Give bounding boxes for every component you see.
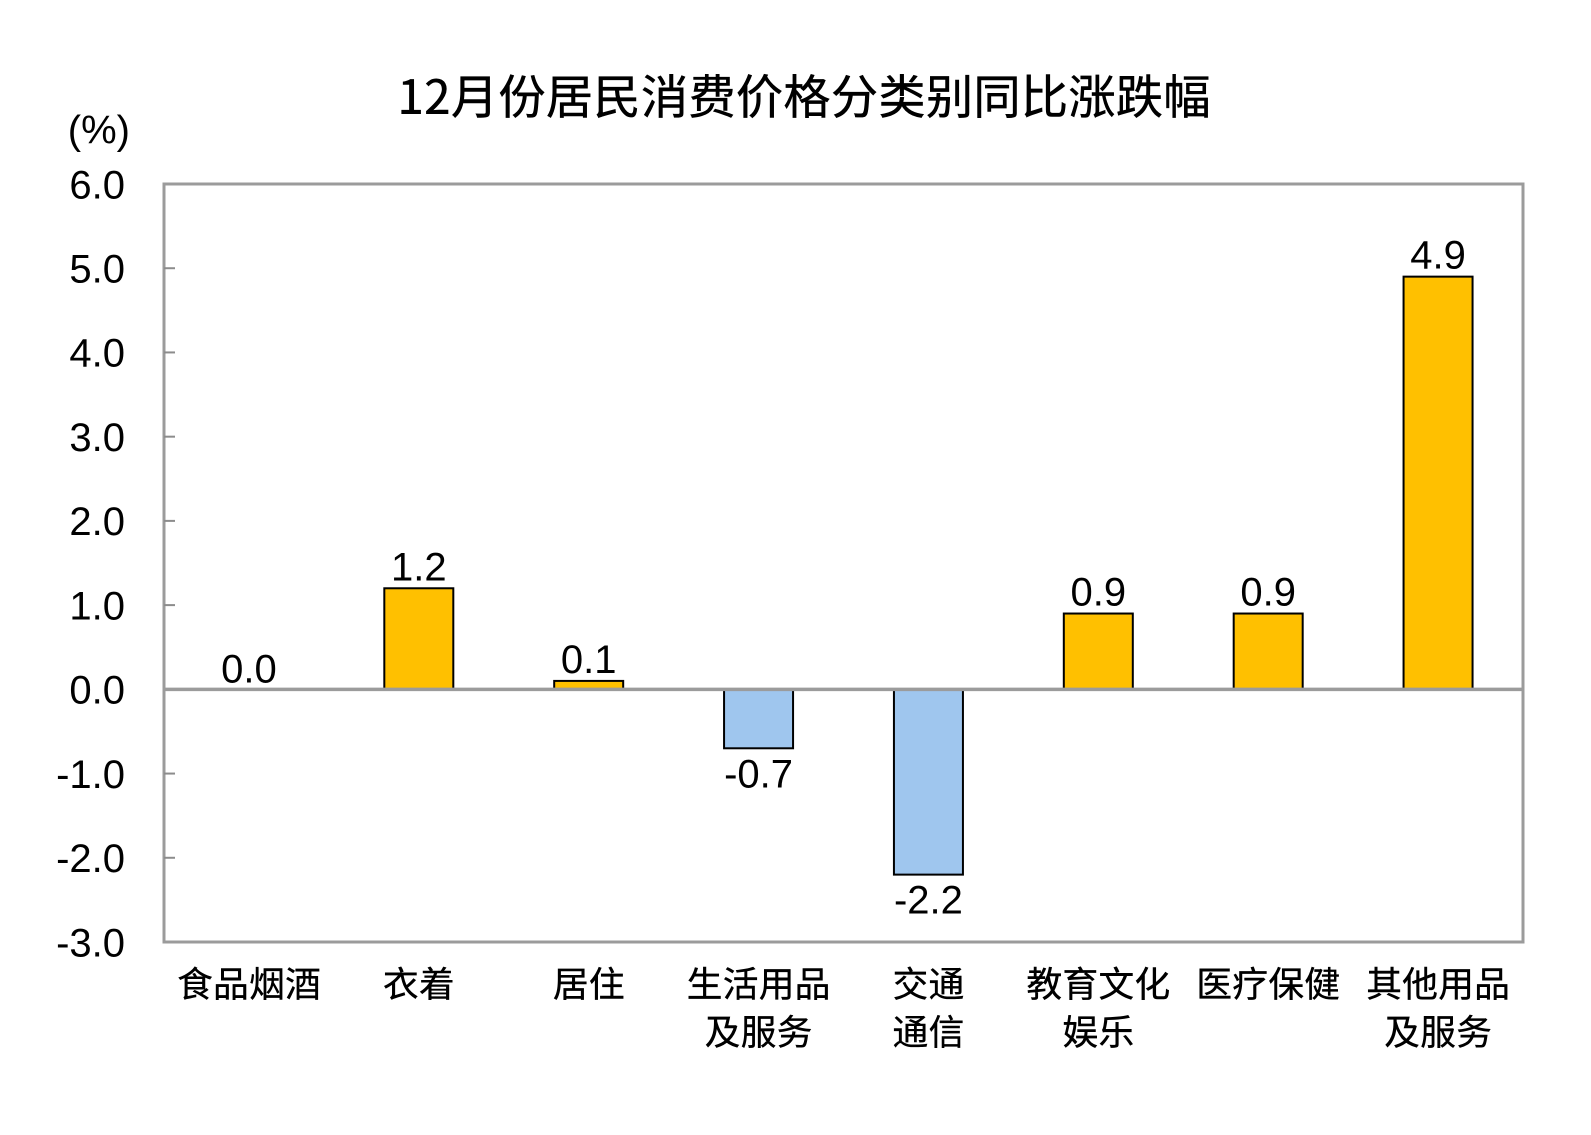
category-label-医疗保健 — [1199, 966, 1339, 1000]
bar-交通通信 — [892, 688, 964, 876]
bar-生活用品及服务 — [723, 688, 795, 750]
plot-area-border — [162, 182, 1525, 944]
value-label-衣着: 1.2 — [391, 545, 447, 589]
value-label-食品烟酒: 0.0 — [221, 647, 277, 691]
y-tick-label-0.0: 0.0 — [69, 669, 125, 713]
category-label-食品烟酒 — [178, 966, 320, 1001]
y-tick-label-2.0: 2.0 — [69, 500, 125, 544]
y-tick-label--2.0: -2.0 — [56, 837, 125, 881]
bar-教育文化娱乐 — [1062, 612, 1134, 691]
y-tick-label-6.0: 6.0 — [69, 163, 125, 207]
y-tick-label--3.0: -3.0 — [56, 921, 125, 965]
bar-衣着 — [383, 587, 455, 691]
category-label-衣着 — [383, 966, 453, 1000]
value-label-交通通信: -2.2 — [894, 879, 963, 923]
value-label-教育文化娱乐: 0.9 — [1071, 571, 1127, 615]
y-axis-tick-labels: 6.0 5.0 4.0 3.0 2.0 1.0 0.0 -1.0 -2.0 -3.0 — [56, 163, 125, 965]
category-label-其他用品及服务 — [1367, 966, 1508, 1048]
category-label-交通通信 — [893, 966, 964, 1049]
value-labels: 0.0 1.2 0.1 -0.7 -2.2 0.9 0.9 4.9 — [221, 234, 1466, 923]
category-label-居住 — [553, 966, 624, 1001]
y-tick-label--1.0: -1.0 — [56, 753, 125, 797]
y-tick-label-3.0: 3.0 — [69, 416, 125, 460]
category-label-生活用品及服务 — [688, 966, 828, 1048]
y-tick-label-5.0: 5.0 — [69, 248, 125, 292]
y-axis-unit-label: (%) — [68, 109, 130, 153]
value-label-生活用品及服务: -0.7 — [724, 752, 793, 796]
y-tick-label-4.0: 4.0 — [69, 332, 125, 376]
bar-其他用品及服务 — [1402, 275, 1474, 691]
y-tick-label-1.0: 1.0 — [69, 584, 125, 628]
bar-医疗保健 — [1232, 612, 1304, 691]
value-label-居住: 0.1 — [561, 638, 617, 682]
value-label-其他用品及服务: 4.9 — [1410, 234, 1466, 278]
x-axis-category-labels — [178, 966, 1508, 1049]
bars — [383, 275, 1474, 876]
chart-title — [401, 73, 1209, 119]
category-label-教育文化娱乐 — [1027, 966, 1170, 1049]
value-label-医疗保健: 0.9 — [1240, 571, 1296, 615]
